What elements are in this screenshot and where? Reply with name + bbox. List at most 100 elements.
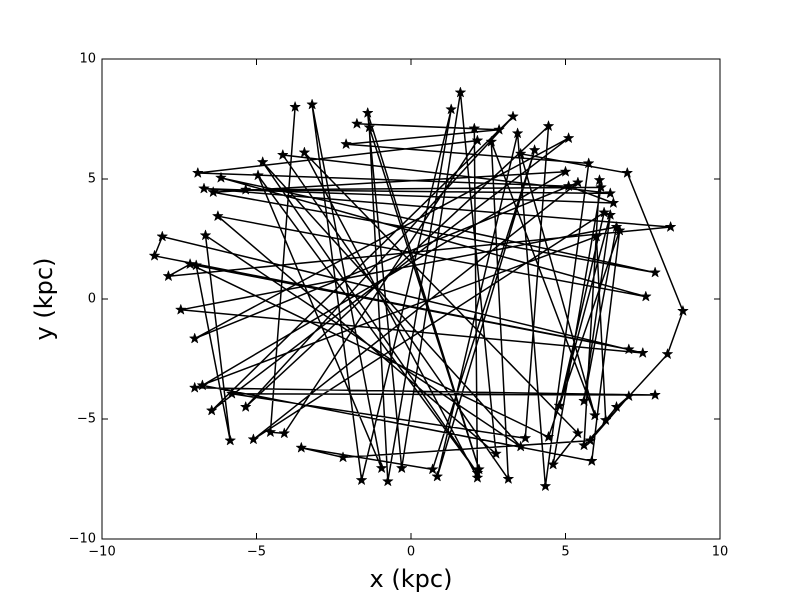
data-line xyxy=(153,92,684,487)
marker xyxy=(676,304,689,317)
marker xyxy=(485,135,498,147)
x-tick-label: 10 xyxy=(712,545,729,560)
marker xyxy=(205,404,218,416)
marker xyxy=(224,434,237,446)
marker xyxy=(395,461,408,474)
marker xyxy=(582,157,595,169)
marker xyxy=(571,427,584,439)
marker xyxy=(174,303,187,315)
marker xyxy=(295,441,308,453)
marker xyxy=(649,266,662,278)
marker xyxy=(621,166,634,179)
marker xyxy=(610,220,623,233)
marker xyxy=(607,196,620,209)
x-tick-label: 0 xyxy=(407,545,415,560)
marker xyxy=(588,409,601,421)
marker xyxy=(156,230,169,242)
marker xyxy=(148,249,161,261)
marker xyxy=(375,461,388,474)
marker xyxy=(502,472,515,485)
y-tick-label: 10 xyxy=(79,52,96,67)
marker xyxy=(214,171,227,183)
marker xyxy=(225,387,238,399)
marker xyxy=(445,103,458,115)
marker xyxy=(506,110,519,122)
marker xyxy=(584,434,597,446)
marker xyxy=(542,119,555,132)
marker xyxy=(211,209,224,222)
marker xyxy=(197,182,210,194)
marker xyxy=(578,394,591,407)
marker xyxy=(239,400,252,413)
marker xyxy=(239,183,252,195)
marker xyxy=(639,290,652,302)
marker xyxy=(363,121,376,133)
marker xyxy=(256,155,269,168)
marker xyxy=(190,259,203,271)
marker xyxy=(562,179,575,192)
marker xyxy=(207,185,220,198)
marker xyxy=(528,143,541,156)
marker xyxy=(188,332,201,344)
y-tick-label: 0 xyxy=(88,292,96,307)
marker xyxy=(426,463,439,475)
y-axis-label: y (kpc) xyxy=(30,258,58,341)
marker xyxy=(489,447,502,459)
marker xyxy=(454,86,467,98)
marker xyxy=(337,451,350,463)
marker xyxy=(578,439,591,451)
marker xyxy=(196,379,209,391)
marker xyxy=(571,176,584,188)
marker xyxy=(162,269,175,282)
marker xyxy=(511,127,524,139)
marker xyxy=(298,146,311,158)
marker xyxy=(585,454,598,467)
x-tick-label: −10 xyxy=(88,545,115,560)
marker xyxy=(350,117,363,129)
marker xyxy=(471,134,484,146)
marker xyxy=(610,400,623,413)
marker xyxy=(431,470,444,482)
marker xyxy=(289,100,302,113)
marker xyxy=(661,347,674,360)
marker xyxy=(361,106,374,119)
marker xyxy=(278,427,291,439)
marker xyxy=(593,173,606,186)
marker xyxy=(598,206,611,218)
marker xyxy=(599,413,612,426)
y-tick-label: 5 xyxy=(88,172,96,187)
marker xyxy=(468,122,481,134)
y-tick-label: −10 xyxy=(69,532,96,547)
marker xyxy=(514,147,527,159)
marker xyxy=(340,137,353,150)
marker xyxy=(381,475,394,487)
marker xyxy=(188,381,201,393)
marker xyxy=(519,431,532,444)
marker xyxy=(664,220,677,233)
marker xyxy=(199,229,212,241)
marker xyxy=(184,257,197,270)
marker xyxy=(547,458,560,470)
marker xyxy=(539,479,552,492)
marker xyxy=(252,169,265,181)
y-tick-label: −5 xyxy=(77,412,96,427)
marker xyxy=(542,430,555,443)
marker xyxy=(276,148,289,161)
marker xyxy=(553,399,566,411)
marker xyxy=(559,165,572,177)
marker xyxy=(590,230,603,242)
plot-frame xyxy=(101,58,721,540)
marker xyxy=(191,166,204,179)
marker xyxy=(636,346,649,359)
marker xyxy=(247,433,260,445)
marker xyxy=(306,98,319,110)
marker xyxy=(649,388,662,401)
x-axis-label: x (kpc) xyxy=(370,565,453,593)
x-tick-label: −5 xyxy=(247,545,266,560)
marker xyxy=(514,440,527,452)
marker xyxy=(622,343,635,355)
marker xyxy=(264,425,277,438)
marker xyxy=(604,187,617,199)
x-tick-label: 5 xyxy=(561,545,569,560)
